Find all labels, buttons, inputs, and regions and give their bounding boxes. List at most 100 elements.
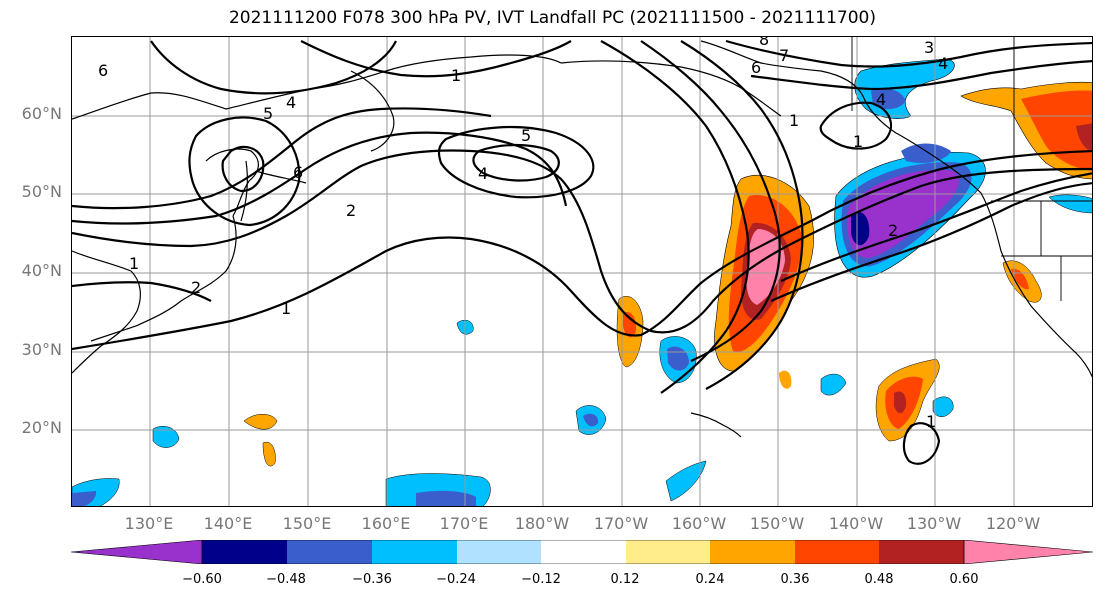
coast-korea-china — [72, 250, 141, 374]
colorbar-bin — [457, 540, 541, 564]
lat-label-50n: 50°N — [21, 182, 62, 201]
pv-contour-trough-1 — [640, 40, 781, 363]
contour-label: 3 — [924, 38, 934, 57]
colorbar-tick-label: −0.24 — [436, 572, 476, 587]
pv-contour-trough-3 — [680, 40, 804, 390]
colorbar-tick-label: 0.24 — [695, 572, 725, 587]
coast-alaska — [700, 40, 982, 194]
contour-label: 8 — [759, 37, 769, 49]
coast-kurils — [255, 170, 307, 184]
lon-label-130e: 130°E — [124, 514, 174, 533]
contour-label: 1 — [451, 66, 461, 85]
colorbar-bin — [879, 540, 964, 564]
negative-anomaly-160w-core — [667, 346, 689, 371]
lon-label-160w: 160°W — [671, 514, 727, 533]
coast-kamchatka — [350, 70, 395, 152]
colorbar-tick-label: 0.36 — [780, 572, 810, 587]
colorbar-tick-label: −0.36 — [352, 572, 392, 587]
lon-label-140e: 140°E — [203, 514, 253, 533]
pv-contour-low-central — [437, 126, 595, 199]
colorbar-tick-label: 0.60 — [949, 572, 979, 587]
contour-label: 4 — [286, 93, 296, 112]
colorbar-bin — [795, 540, 879, 564]
pv-contour-1-jet — [72, 149, 1092, 351]
positive-anomaly-subtropics-core — [894, 391, 907, 414]
pv-contour-low-west-inner — [221, 145, 265, 193]
contour-label: 1 — [853, 132, 863, 151]
contour-label: 1 — [926, 412, 936, 431]
contour-label: 5 — [521, 126, 531, 145]
lat-label-60n: 60°N — [21, 104, 62, 123]
negative-anomaly-west — [152, 426, 180, 448]
positive-anomaly-canada-core — [1076, 123, 1092, 151]
pv-contour-ridge-2 — [750, 60, 1092, 91]
coast-japan — [90, 215, 237, 342]
colorbar-tick-label: −0.60 — [182, 572, 222, 587]
colorbar-extend-max — [963, 539, 1094, 565]
coastlines — [72, 40, 1092, 438]
coast-aleutians — [560, 60, 782, 117]
colorbar — [70, 539, 1094, 565]
colorbar-bin — [541, 540, 626, 564]
lon-label-170w: 170°W — [593, 514, 649, 533]
coast-na-west — [980, 192, 1092, 378]
lon-label-150w: 150°W — [749, 514, 805, 533]
negative-anomaly-date-line-core — [416, 490, 476, 506]
contour-label: 6 — [293, 163, 303, 182]
positive-anomaly-mexico-core — [1011, 268, 1029, 290]
pv-contour-small-loop — [902, 422, 941, 465]
contour-label: 1 — [281, 299, 291, 318]
contour-label: 4 — [478, 164, 488, 183]
negative-anomaly-corner-core — [72, 491, 97, 506]
contour-label: 2 — [191, 278, 201, 297]
lat-label-20n: 20°N — [21, 418, 62, 437]
lon-label-160e: 160°E — [361, 514, 411, 533]
lon-label-180w: 180°W — [514, 514, 570, 533]
pv-contour-inner-1 — [72, 131, 568, 225]
contour-label: 6 — [751, 58, 761, 77]
pv-contour-inner-2 — [72, 107, 492, 210]
pv-contour-north-2 — [300, 40, 572, 78]
lon-label-170e: 170°E — [439, 514, 489, 533]
lon-label-140w: 140°W — [828, 514, 884, 533]
negative-anomaly-sw — [820, 373, 847, 396]
lon-label-150e: 150°E — [282, 514, 332, 533]
positive-anomaly-wake-2 — [262, 441, 276, 467]
contour-label: 6 — [98, 61, 108, 80]
map-panel: 1 4 5 6 5 4 2 1 2 1 6 7 8 1 6 3 4 2 4 1 … — [71, 36, 1093, 507]
pv-contour-low-west — [188, 116, 301, 227]
negative-anomaly-165e-core — [583, 413, 599, 427]
pv-contour-ridge-3 — [819, 101, 893, 150]
lat-label-30n: 30°N — [21, 340, 62, 359]
positive-anomaly-170w-core — [623, 311, 637, 338]
positive-anomaly-hawaii-east — [779, 370, 792, 389]
colorbar-tick-label: 0.48 — [864, 572, 894, 587]
lat-label-40n: 40°N — [21, 261, 62, 280]
negative-anomaly-bc — [901, 143, 951, 163]
contour-label: 4 — [938, 54, 948, 73]
negative-anomaly-deep — [851, 212, 870, 246]
contour-label: 2 — [346, 201, 356, 220]
lon-label-120w: 120°W — [985, 514, 1041, 533]
colorbar-tick-label: −0.48 — [266, 572, 306, 587]
colorbar-bin — [372, 540, 457, 564]
graticule — [72, 37, 1092, 506]
positive-anomaly-wake — [243, 414, 278, 430]
contour-label: 7 — [779, 46, 789, 65]
pv-contour-2-jet — [72, 149, 1092, 334]
contour-label: 5 — [263, 104, 273, 123]
pv-contour-west-low-2 — [72, 281, 212, 302]
contour-label-group: 1 4 5 6 5 4 2 1 2 1 6 7 8 1 6 3 4 2 4 1 … — [98, 37, 948, 431]
pv-contour-jet-ne-2 — [770, 182, 1092, 303]
coast-hawaii — [690, 412, 742, 438]
positive-anomaly-canada-mid — [1021, 90, 1092, 171]
coast-okhotsk — [205, 148, 259, 217]
negative-anomaly-subtropics-2 — [932, 396, 954, 417]
pv-contour-ridge-1 — [725, 39, 1092, 68]
map-canvas: 1 4 5 6 5 4 2 1 2 1 6 7 8 1 6 3 4 2 4 1 … — [72, 37, 1092, 506]
colorbar-tick-label: −0.12 — [521, 572, 561, 587]
negative-anomaly-alaska-core — [871, 88, 906, 110]
pv-contours — [72, 39, 1092, 465]
borders — [851, 37, 1092, 301]
pv-contour-north-1 — [150, 40, 397, 95]
